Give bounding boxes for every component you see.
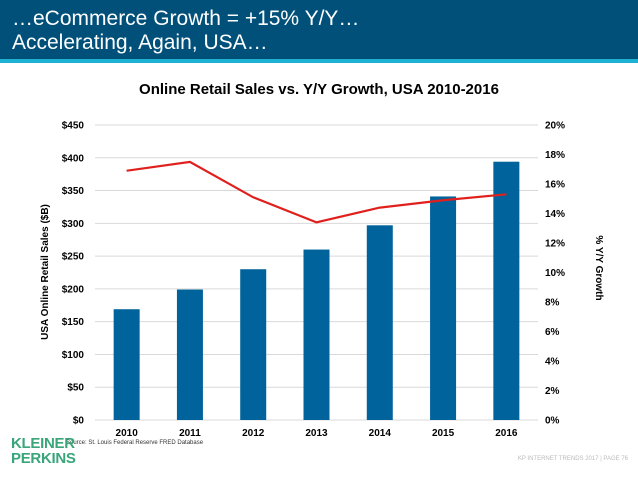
y2-tick-label: 4% bbox=[545, 357, 560, 368]
bar-2014 bbox=[366, 225, 393, 420]
y-tick-label: $400 bbox=[62, 153, 85, 164]
y-axis-label: USA Online Retail Sales ($B) bbox=[40, 204, 51, 340]
x-tick-label: 2015 bbox=[432, 428, 455, 439]
source-note: Source: St. Louis Federal Reserve FRED D… bbox=[66, 440, 204, 446]
y2-tick-label: 10% bbox=[545, 268, 565, 279]
bar-2011 bbox=[176, 289, 203, 420]
bar-2012 bbox=[240, 269, 267, 420]
bar-2013 bbox=[303, 249, 330, 420]
y2-tick-label: 2% bbox=[545, 386, 560, 397]
y-tick-label: $0 bbox=[73, 416, 85, 427]
bar-2010 bbox=[113, 309, 140, 420]
y2-tick-label: 12% bbox=[545, 239, 565, 250]
x-tick-label: 2011 bbox=[179, 428, 201, 439]
kleiner-perkins-logo: KLEINER PERKINS bbox=[11, 436, 76, 466]
x-tick-label: 2016 bbox=[495, 428, 518, 439]
y-tick-label: $300 bbox=[62, 219, 85, 230]
y2-tick-label: 8% bbox=[545, 298, 560, 309]
y-tick-label: $50 bbox=[67, 383, 84, 394]
logo-line1: KLEINER bbox=[11, 435, 75, 452]
x-tick-label: 2010 bbox=[116, 428, 139, 439]
y-tick-label: $200 bbox=[62, 284, 85, 295]
bar-2015 bbox=[430, 196, 457, 420]
y-tick-label: $350 bbox=[62, 186, 85, 197]
slide-title-line2: Accelerating, Again, USA… bbox=[12, 31, 268, 54]
x-tick-label: 2014 bbox=[369, 428, 392, 439]
y-tick-label: $450 bbox=[62, 121, 85, 132]
y-tick-label: $100 bbox=[62, 350, 85, 361]
bar-2016 bbox=[493, 161, 520, 420]
y2-tick-label: 14% bbox=[545, 209, 565, 220]
y2-axis-label: % Y/Y Growth bbox=[593, 235, 604, 300]
page-footer: KP INTERNET TRENDS 2017 | PAGE 76 bbox=[517, 456, 628, 462]
y2-tick-label: 6% bbox=[545, 327, 560, 338]
y-tick-label: $150 bbox=[62, 317, 85, 328]
logo-line2: PERKINS bbox=[11, 450, 76, 467]
chart-title: Online Retail Sales vs. Y/Y Growth, USA … bbox=[139, 81, 499, 98]
header-banner: …eCommerce Growth = +15% Y/Y… Accelerati… bbox=[0, 0, 638, 59]
y-tick-label: $250 bbox=[62, 252, 85, 263]
y2-tick-label: 16% bbox=[545, 180, 565, 191]
x-tick-label: 2012 bbox=[242, 428, 265, 439]
x-tick-label: 2013 bbox=[305, 428, 328, 439]
header-accent-strip bbox=[0, 59, 638, 63]
slide-title-line1: …eCommerce Growth = +15% Y/Y… bbox=[12, 7, 360, 30]
y2-tick-label: 20% bbox=[545, 121, 565, 132]
y2-tick-label: 18% bbox=[545, 150, 565, 161]
y2-tick-label: 0% bbox=[545, 416, 560, 427]
